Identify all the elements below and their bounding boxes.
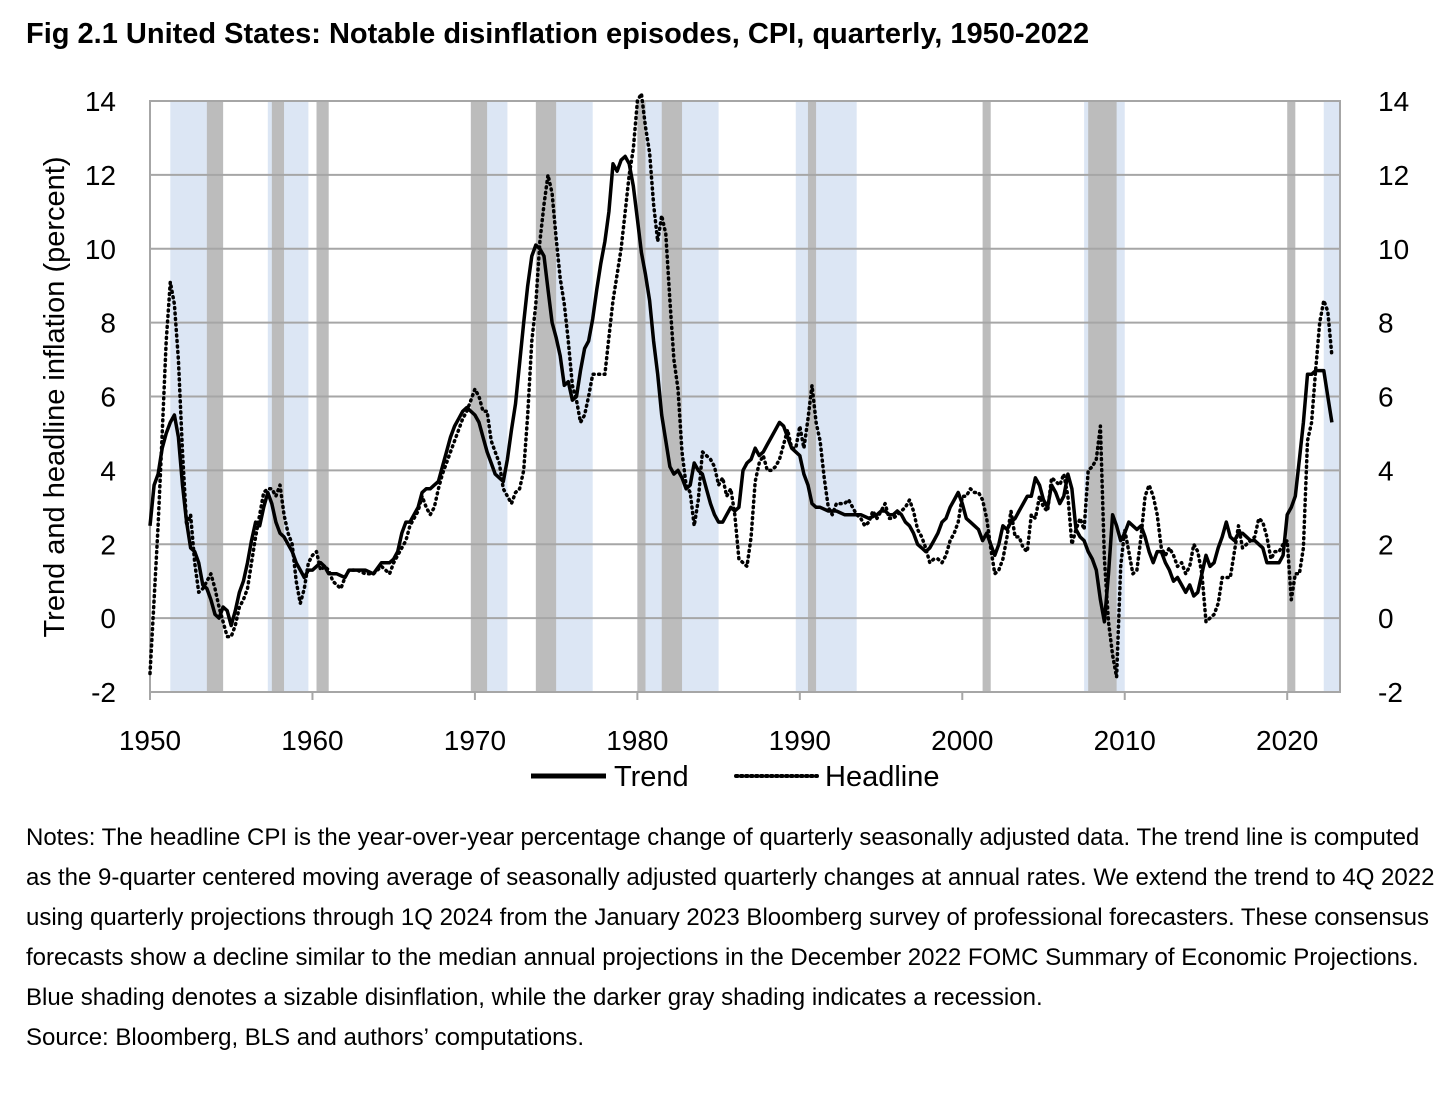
notes: Notes: The headline CPI is the year-over… — [26, 818, 1436, 1058]
y-tick-label-left: 4 — [100, 455, 116, 486]
x-tick-label: 1990 — [769, 725, 831, 756]
y-tick-label-left: 12 — [85, 160, 116, 191]
y-tick-label-right: 6 — [1378, 382, 1394, 413]
x-tick-label: 2000 — [931, 725, 993, 756]
y-tick-label-right: 8 — [1378, 308, 1394, 339]
series-layer — [148, 91, 1334, 679]
y-axis-label: Trend and headline inflation (percent) — [39, 157, 71, 638]
x-tick-label: 1980 — [606, 725, 668, 756]
y-tick-label-left: 10 — [85, 234, 116, 265]
y-tick-label-right: -2 — [1378, 677, 1403, 708]
legend-trend-label: Trend — [614, 761, 689, 793]
headline-line — [148, 91, 1334, 679]
y-tick-label-right: 2 — [1378, 529, 1394, 560]
notes-text: Notes: The headline CPI is the year-over… — [26, 824, 1435, 1011]
y-tick-label-right: 4 — [1378, 455, 1394, 486]
x-tick-label: 1960 — [281, 725, 343, 756]
tick-layer: -2 -2 0 0 2 2 4 4 6 6 8 8 10 10 12 12 14 14 1950 1960 1970 19… — [85, 86, 1409, 756]
chart: -2 -2 0 0 2 2 4 4 6 6 8 8 10 10 12 12 14 14 1950 1960 1970 19… — [39, 86, 1409, 793]
y-tick-label-left: 8 — [100, 308, 116, 339]
y-tick-label-right: 12 — [1378, 160, 1409, 191]
x-tick-label: 1970 — [444, 725, 506, 756]
x-tick-label: 2010 — [1094, 725, 1156, 756]
y-tick-label-left: 6 — [100, 382, 116, 413]
chart-title: Fig 2.1 United States: Notable disinflat… — [26, 18, 1090, 50]
source-text: Source: Bloomberg, BLS and authors’ comp… — [26, 1024, 585, 1051]
grid-layer — [149, 100, 1341, 700]
x-tick-label: 2020 — [1256, 725, 1318, 756]
legend: Trend Headline — [531, 761, 939, 793]
y-tick-label-right: 14 — [1378, 86, 1409, 117]
plot-frame — [149, 100, 1341, 693]
y-tick-label-left: 2 — [100, 529, 116, 560]
y-tick-label-right: 0 — [1378, 603, 1394, 634]
y-tick-label-left: 0 — [100, 603, 116, 634]
y-tick-label-left: -2 — [91, 677, 116, 708]
x-tick-label: 1950 — [119, 725, 181, 756]
y-tick-label-left: 14 — [85, 86, 116, 117]
legend-headline-label: Headline — [825, 761, 939, 793]
y-tick-label-right: 10 — [1378, 234, 1409, 265]
